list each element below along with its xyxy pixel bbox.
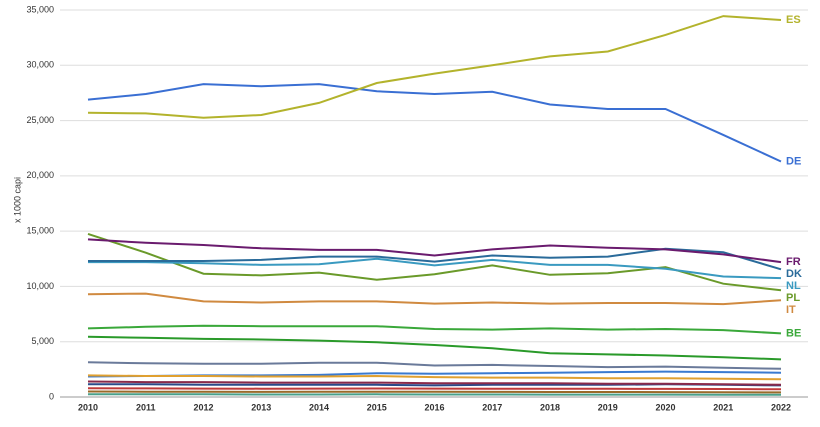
series-line	[87, 380, 782, 386]
series-label: IT	[786, 304, 796, 316]
x-tick-label: 2010	[78, 402, 98, 412]
series-label: FR	[786, 256, 801, 268]
x-tick-label: 2021	[713, 402, 733, 412]
series-label: DE	[786, 155, 801, 167]
series-line	[88, 257, 782, 280]
y-tick-label: 15,000	[26, 226, 54, 236]
series-line	[87, 324, 782, 335]
y-tick-label: 5,000	[31, 336, 54, 346]
series-line	[87, 232, 782, 292]
x-tick-label: 2011	[136, 402, 156, 412]
series-line	[87, 374, 782, 381]
series-label: NL	[786, 280, 801, 292]
series-line	[87, 83, 782, 163]
series-line	[87, 15, 782, 119]
x-tick-label: 2012	[193, 402, 213, 412]
series-line	[87, 238, 782, 264]
x-tick-label: 2022	[771, 402, 791, 412]
y-tick-label: 35,000	[26, 4, 54, 14]
y-tick-label: 30,000	[26, 60, 54, 70]
series-line	[87, 393, 782, 396]
series-line	[87, 361, 782, 370]
y-axis-label: x 1000 capi	[12, 177, 22, 223]
x-tick-label: 2016	[424, 402, 444, 412]
y-tick-label: 20,000	[26, 170, 54, 180]
x-tick-label: 2013	[251, 402, 271, 412]
series-label: DK	[786, 268, 802, 280]
x-tick-label: 2020	[655, 402, 675, 412]
y-tick-label: 10,000	[26, 281, 54, 291]
x-tick-label: 2017	[482, 402, 502, 412]
y-tick-label: 0	[49, 391, 54, 401]
series-line	[87, 387, 782, 391]
x-tick-label: 2019	[598, 402, 618, 412]
series-label: PL	[786, 292, 800, 304]
series-line	[87, 335, 782, 361]
series-label: BE	[786, 327, 801, 339]
series-line	[87, 292, 782, 306]
x-tick-label: 2015	[367, 402, 387, 412]
y-tick-label: 25,000	[26, 115, 54, 125]
series-label: ES	[786, 14, 801, 26]
series-line	[87, 390, 782, 394]
x-tick-label: 2014	[309, 402, 329, 412]
x-tick-label: 2018	[540, 402, 560, 412]
